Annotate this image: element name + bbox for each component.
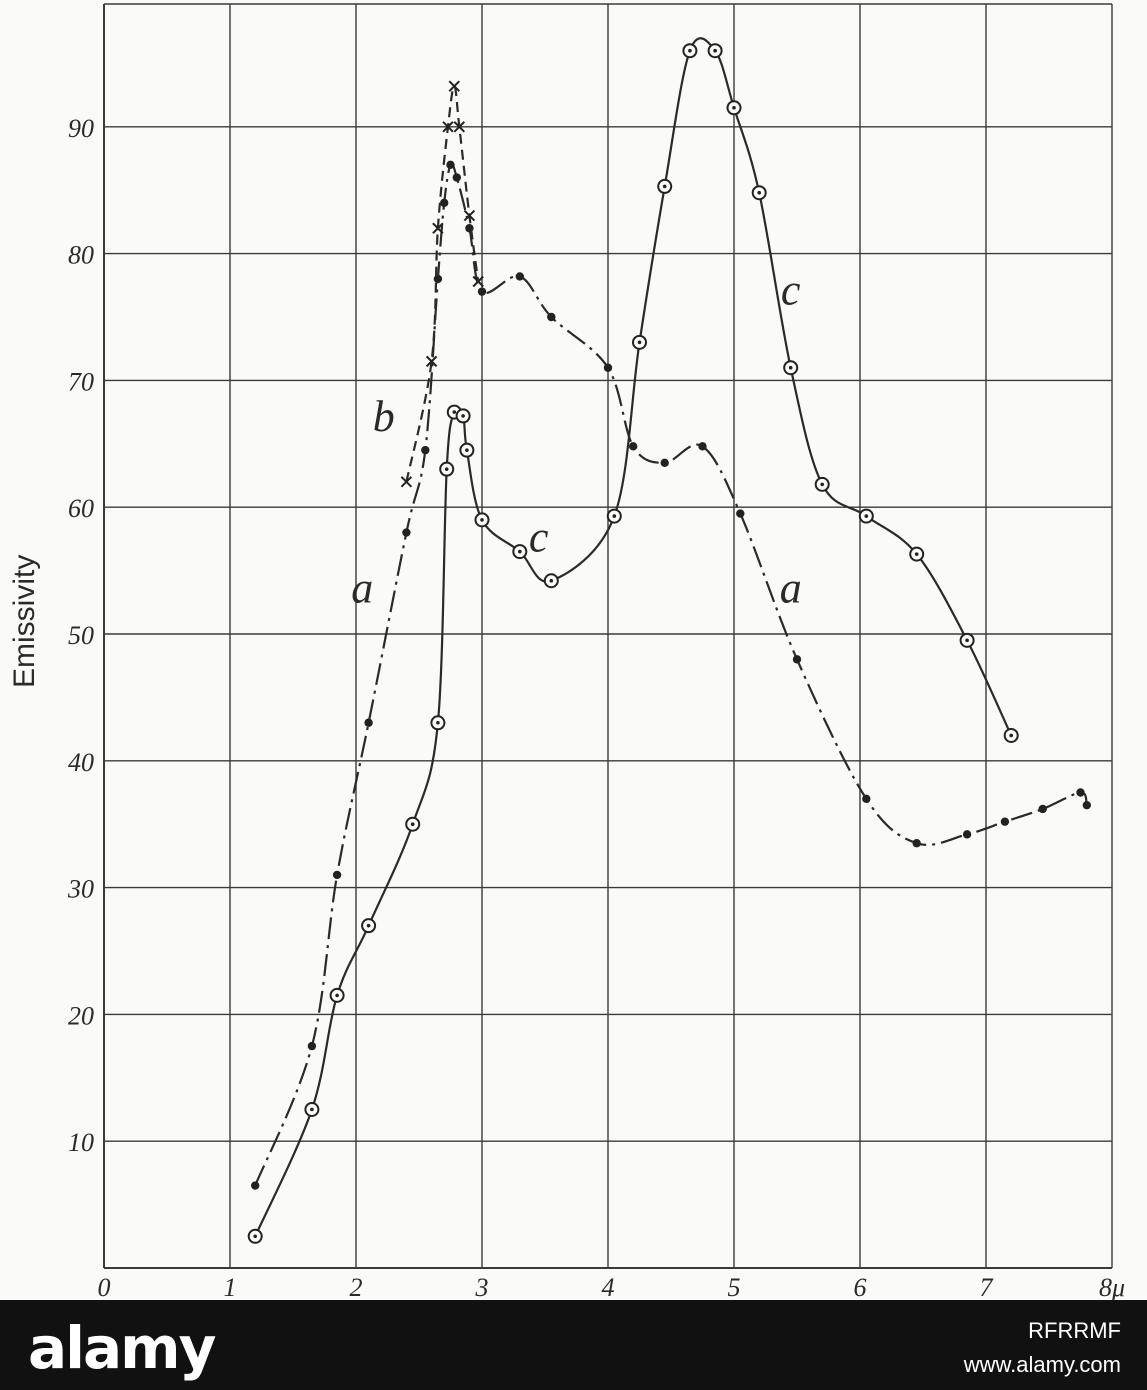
series-a-point [251, 1181, 260, 1190]
series-a-point [433, 274, 443, 284]
series-c-point [858, 508, 874, 524]
series-c-point [632, 334, 647, 350]
series-c-point [657, 178, 673, 194]
series-b-point [448, 80, 460, 92]
series-a-point [364, 718, 373, 727]
label-layer: b a c c a [351, 265, 801, 612]
x-tick-label: 6 [854, 1273, 867, 1300]
series-a-point [629, 442, 638, 451]
y-tick-label: 40 [68, 748, 94, 777]
series-c-point [707, 43, 723, 59]
series-layer [247, 37, 1092, 1244]
series-c-point [751, 185, 767, 201]
series-b-line [405, 85, 480, 483]
series-c-point [304, 1102, 320, 1117]
series-c-point [512, 544, 528, 560]
series-a-point [792, 655, 802, 664]
series-c-point [455, 408, 471, 424]
series-c-point [247, 1228, 263, 1244]
y-tick-label: 70 [68, 367, 94, 396]
series-b-point [432, 222, 444, 234]
series-a-point [1076, 788, 1085, 797]
series-c-point [959, 632, 975, 648]
series-a-point [660, 458, 669, 468]
series-a-point [862, 794, 871, 804]
y-tick-label: 10 [68, 1128, 94, 1157]
series-a-point [421, 445, 430, 455]
series-b-point [453, 121, 466, 133]
series-b-point [472, 275, 484, 288]
series-b-point [463, 209, 476, 222]
curve-label-a: a [780, 563, 802, 612]
series-c-point [909, 546, 925, 562]
series-c-point [783, 360, 799, 376]
x-tick-label: 1 [224, 1273, 237, 1300]
site-url[interactable]: www.alamy.com [963, 1352, 1121, 1377]
series-c-point [459, 442, 475, 458]
series-c-point [430, 715, 446, 731]
y-tick-label: 80 [68, 241, 94, 270]
image-code: RFRRMF [1028, 1318, 1121, 1343]
series-c-point [361, 918, 377, 934]
x-tick-label: 2 [350, 1273, 363, 1300]
series-a-point [603, 363, 613, 372]
curve-label-c: c [781, 265, 801, 314]
y-tick-label: 60 [68, 494, 94, 523]
series-a-point [1038, 804, 1047, 814]
series-a-point [332, 870, 342, 880]
series-b-point [400, 476, 413, 488]
x-tick-label: 5 [728, 1273, 741, 1300]
emissivity-chart: 0 1 2 3 4 5 6 7 8μ 10 20 30 40 50 60 70 80 90 Emissivity b… [8, 3, 1125, 1300]
series-c-line [254, 37, 1013, 1237]
series-a-point [446, 160, 455, 170]
series-c-point [543, 573, 559, 589]
series-b-point [425, 355, 438, 368]
y-tick-label: 20 [68, 1001, 94, 1030]
series-a-point [402, 528, 411, 537]
y-tick-label: 30 [67, 875, 94, 904]
curve-label-c: c [529, 513, 549, 562]
series-a-point [477, 287, 487, 296]
series-c-point [405, 816, 421, 832]
chart-area: 0 1 2 3 4 5 6 7 8μ 10 20 30 40 50 60 70 80 90 Emissivity b… [8, 3, 1126, 1300]
series-c-point [1003, 727, 1019, 743]
series-a-point [452, 173, 461, 182]
y-tick-label: 90 [68, 114, 94, 143]
x-tick-label: 7 [980, 1273, 994, 1300]
axis-layer: 0 1 2 3 4 5 6 7 8μ 10 20 30 40 50 60 70 80 90 Emissivity [8, 3, 1125, 1300]
x-tick-label: 3 [475, 1273, 489, 1300]
series-a-point [1000, 817, 1010, 826]
series-c-point [682, 43, 698, 59]
series-a-point [912, 839, 921, 848]
series-c-point [474, 512, 490, 528]
series-a-point [698, 442, 707, 451]
x-tick-label: 4 [602, 1273, 615, 1300]
series-a-point [515, 272, 524, 281]
alamy-logo: alamy [28, 1314, 216, 1382]
x-tick-label: 0 [98, 1273, 111, 1300]
series-c-point [329, 987, 345, 1003]
series-a-point [1082, 800, 1092, 810]
curve-label-a: a [351, 563, 373, 612]
series-a-point [307, 1041, 317, 1051]
curve-label-b: b [373, 392, 395, 441]
x-tick-label: 8μ [1099, 1273, 1125, 1300]
series-c-point [606, 508, 622, 524]
watermark-footer: alamy RFRRMF www.alamy.com [0, 1300, 1147, 1390]
series-a-point [440, 198, 449, 208]
series-c-point [726, 100, 742, 116]
series-c-point [814, 476, 830, 492]
y-tick-label: 50 [68, 621, 94, 650]
series-a-line [254, 162, 1088, 1186]
series-a-point [736, 509, 745, 518]
y-axis-label: Emissivity [8, 555, 41, 688]
series-a-point [962, 830, 972, 839]
series-b-point [442, 121, 454, 133]
series-a-point [547, 312, 556, 322]
series-c-point [439, 461, 455, 477]
grid-layer [103, 4, 1113, 1268]
